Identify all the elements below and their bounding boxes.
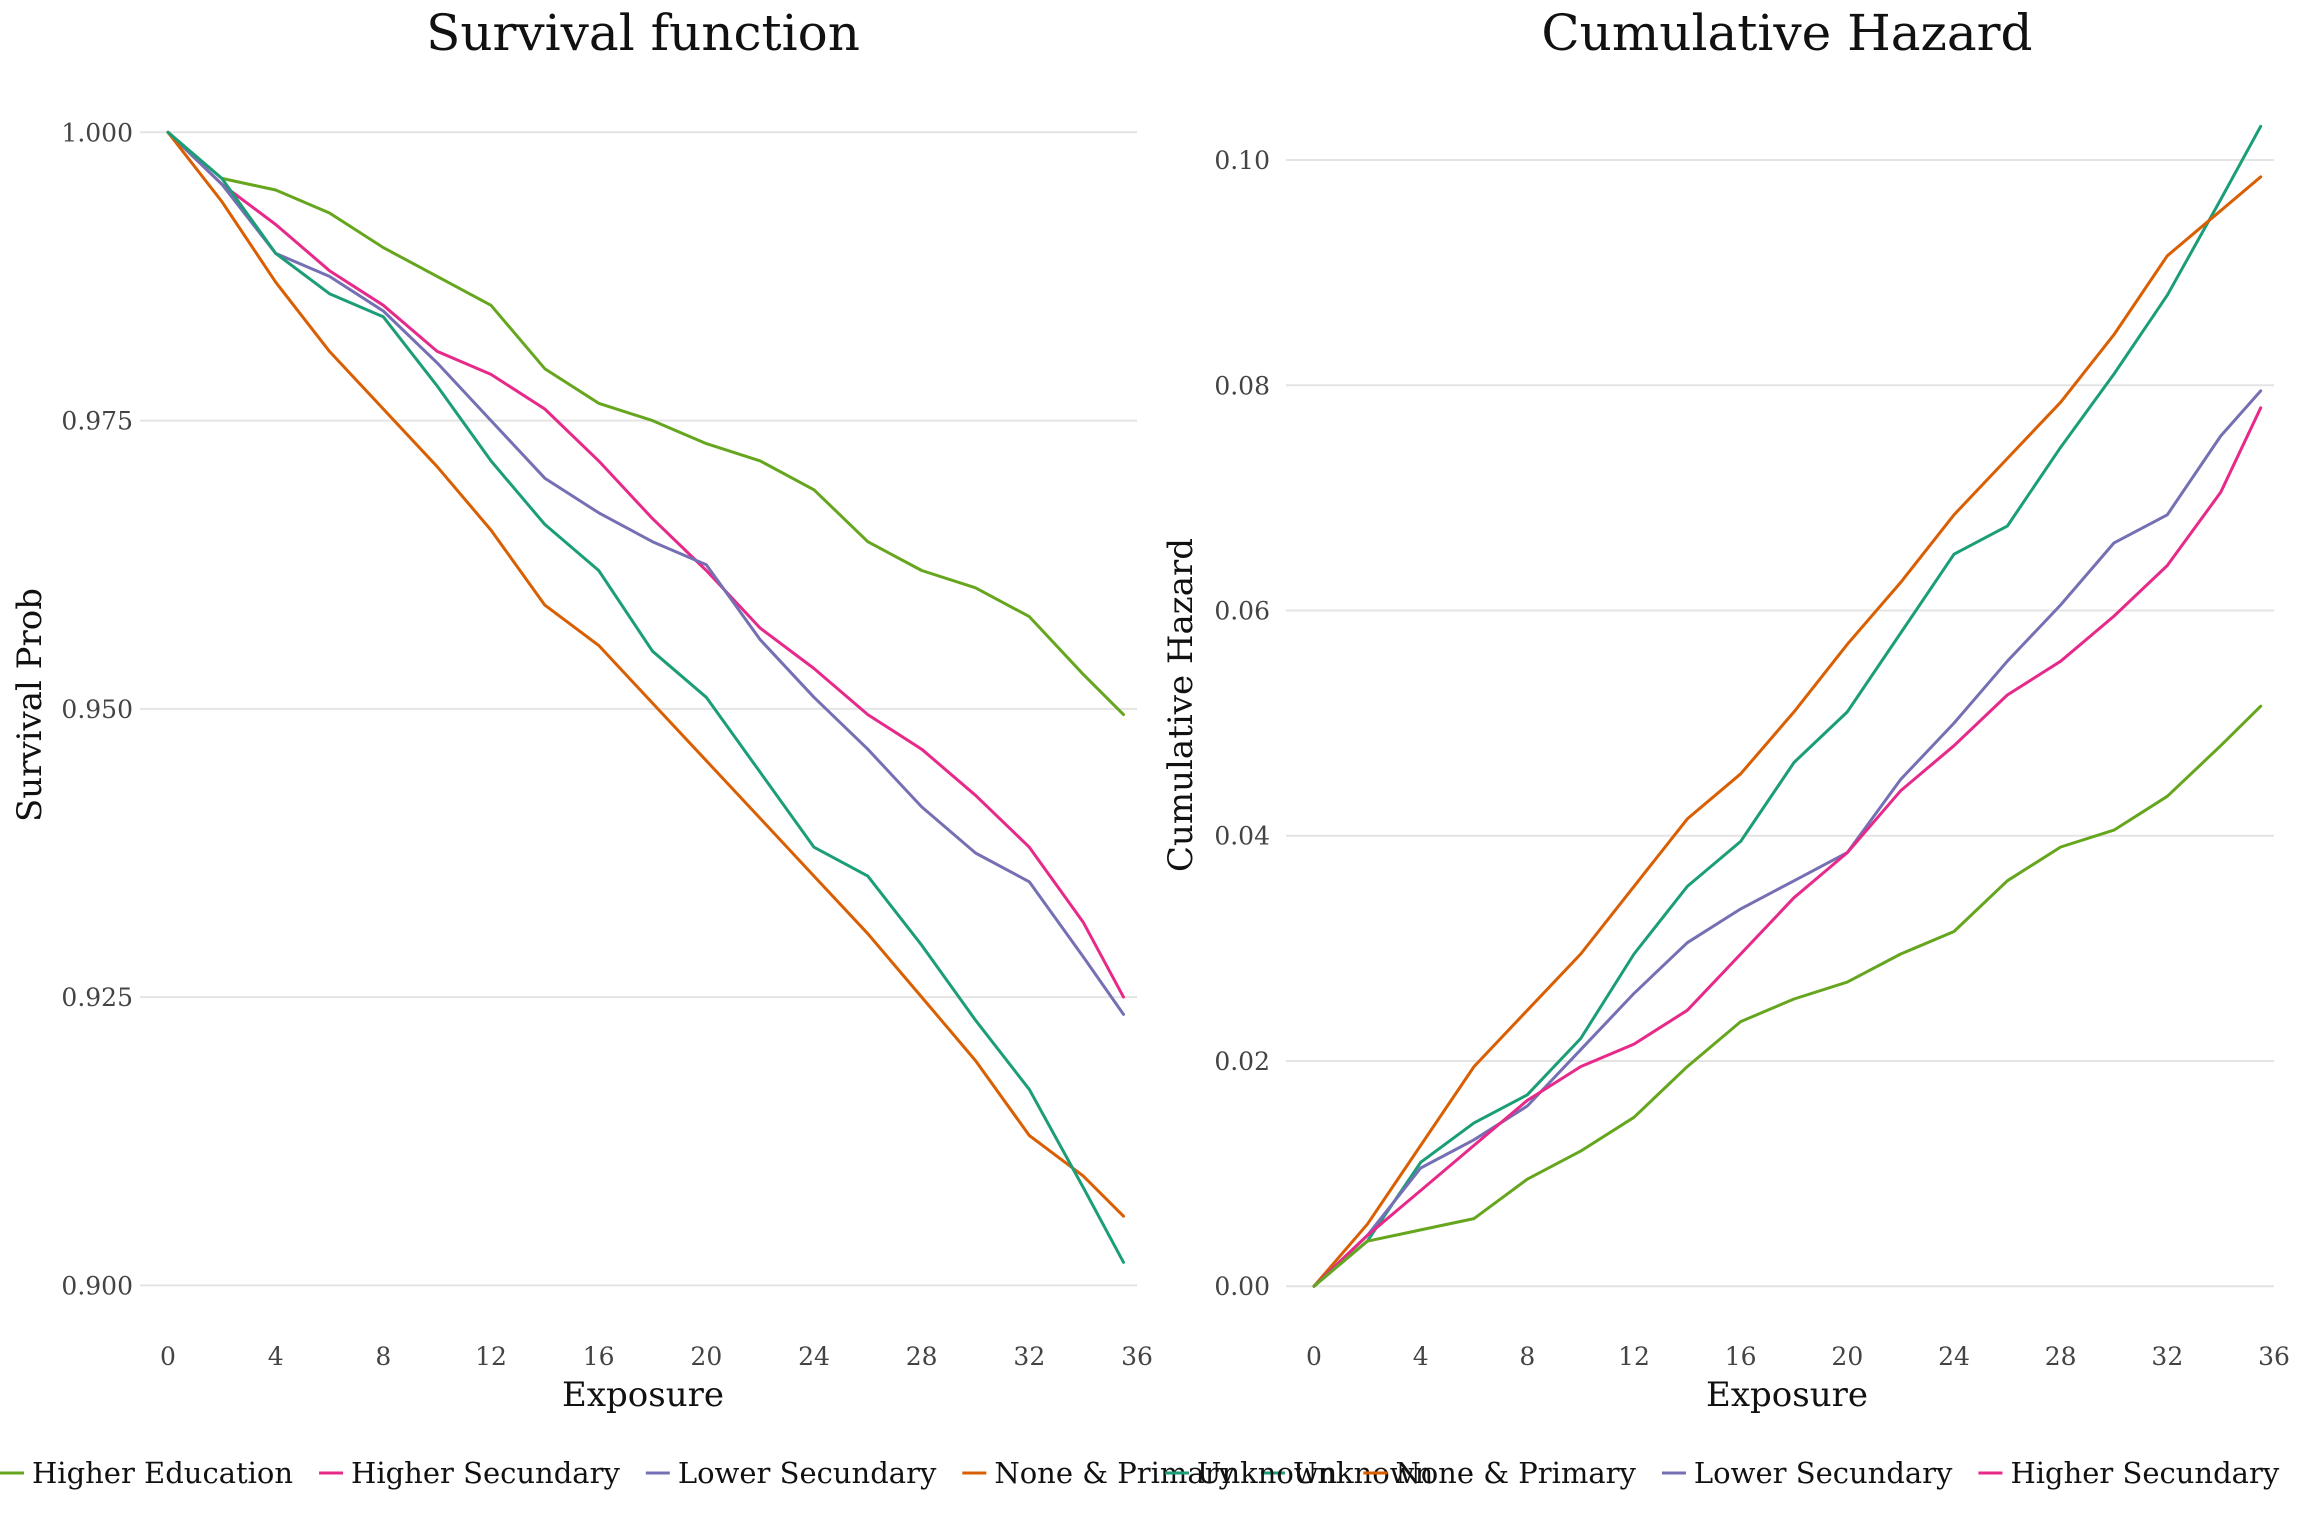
hazard-panel: 0.00 0.02 0.04 0.06 0.08 0.10 0 4 8 12 16 20 24 28 32…	[1161, 4, 2290, 1415]
hazard-y-tick-label: 0.08	[1214, 371, 1270, 400]
hazard-y-tick-label: 0.06	[1214, 597, 1270, 626]
hazard-legend-label-unknown: Unknown	[1197, 1456, 1337, 1490]
survival-x-tick-label: 4	[268, 1342, 284, 1371]
hazard-x-tick-label: 36	[2258, 1342, 2290, 1371]
survival-panel: 0.900 0.925 0.950 0.975 1.000 0 4 8 12 16 20 24 28 3…	[10, 4, 1153, 1415]
hazard-legend-label-none-and-primary: None & Primary	[1395, 1456, 1636, 1490]
survival-y-tick-label: 1.000	[61, 118, 133, 147]
hazard-series-unknown	[1312, 124, 2263, 1288]
survival-series-higher-secundary	[166, 130, 1125, 999]
hazard-gridlines	[1286, 159, 2274, 1288]
survival-series-higher-education	[166, 130, 1125, 717]
survival-y-axis-title: Survival Prob	[10, 588, 50, 822]
hazard-x-tick-label: 16	[1725, 1342, 1757, 1371]
hazard-x-tick-label: 0	[1306, 1342, 1322, 1371]
survival-x-tick-label: 24	[798, 1342, 830, 1371]
hazard-series-lower-secundary	[1312, 389, 2263, 1288]
survival-legend-label-lower-secundary: Lower Secundary	[678, 1456, 937, 1490]
hazard-x-tick-label: 32	[2151, 1342, 2183, 1371]
hazard-y-axis-title: Cumulative Hazard	[1161, 538, 1201, 872]
hazard-x-tick-label: 20	[1831, 1342, 1863, 1371]
hazard-legend-label-lower-secundary: Lower Secundary	[1694, 1456, 1953, 1490]
hazard-series-higher-secundary	[1312, 406, 2263, 1288]
hazard-x-tick-label: 24	[1938, 1342, 1970, 1371]
survival-legend-label-none-and-primary: None & Primary	[994, 1456, 1235, 1490]
hazard-x-tick-label: 8	[1519, 1342, 1535, 1371]
survival-series-none-and-primary	[166, 130, 1125, 1218]
hazard-legend-label-higher-secundary: Higher Secundary	[2010, 1456, 2279, 1490]
survival-x-axis-title: Exposure	[562, 1375, 724, 1415]
hazard-x-tick-label: 28	[2045, 1342, 2077, 1371]
survival-y-tick-label: 0.950	[61, 695, 133, 724]
hazard-series-higher-education	[1312, 704, 2263, 1288]
hazard-x-tick-label: 12	[1618, 1342, 1650, 1371]
survival-x-tick-label: 8	[375, 1342, 391, 1371]
survival-series-lower-secundary	[166, 130, 1125, 1016]
survival-y-ticks: 0.900 0.925 0.950 0.975 1.000	[61, 118, 133, 1300]
survival-x-tick-label: 16	[583, 1342, 615, 1371]
hazard-y-tick-label: 0.02	[1214, 1047, 1270, 1076]
survival-x-tick-label: 20	[690, 1342, 722, 1371]
hazard-chart-title: Cumulative Hazard	[1541, 4, 2032, 62]
hazard-y-ticks: 0.00 0.02 0.04 0.06 0.08 0.10	[1214, 146, 1270, 1301]
hazard-x-ticks: 0 4 8 12 16 20 24 28 32 36	[1306, 1342, 2290, 1371]
survival-x-tick-label: 32	[1013, 1342, 1045, 1371]
hazard-x-tick-label: 4	[1413, 1342, 1429, 1371]
hazard-series-none-and-primary	[1312, 175, 2263, 1288]
survival-gridlines	[140, 131, 1137, 1287]
survival-y-tick-label: 0.975	[61, 407, 133, 436]
survival-x-tick-label: 28	[906, 1342, 938, 1371]
hazard-legend: Unknown None & Primary Lower Secundary High…	[1165, 1456, 2280, 1490]
hazard-x-axis-title: Exposure	[1706, 1375, 1868, 1415]
survival-chart-title: Survival function	[426, 4, 860, 62]
survival-y-tick-label: 0.900	[61, 1271, 133, 1300]
hazard-y-tick-label: 0.00	[1214, 1272, 1270, 1301]
hazard-y-tick-label: 0.10	[1214, 146, 1270, 175]
survival-x-ticks: 0 4 8 12 16 20 24 28 32 36	[160, 1342, 1153, 1371]
survival-x-tick-label: 12	[475, 1342, 507, 1371]
survival-y-tick-label: 0.925	[61, 983, 133, 1012]
survival-legend: Higher Education Higher Secundary Lower Se…	[0, 1456, 1433, 1490]
hazard-y-tick-label: 0.04	[1214, 822, 1270, 851]
survival-series	[166, 130, 1125, 1264]
survival-legend-label-higher-secundary: Higher Secundary	[351, 1456, 620, 1490]
survival-series-unknown	[166, 130, 1125, 1264]
survival-x-tick-label: 36	[1121, 1342, 1153, 1371]
survival-x-tick-label: 0	[160, 1342, 176, 1371]
survival-legend-label-higher-education: Higher Education	[32, 1456, 293, 1490]
survival-legend-label-unknown: Unknown	[1293, 1456, 1433, 1490]
hazard-series	[1312, 124, 2263, 1288]
